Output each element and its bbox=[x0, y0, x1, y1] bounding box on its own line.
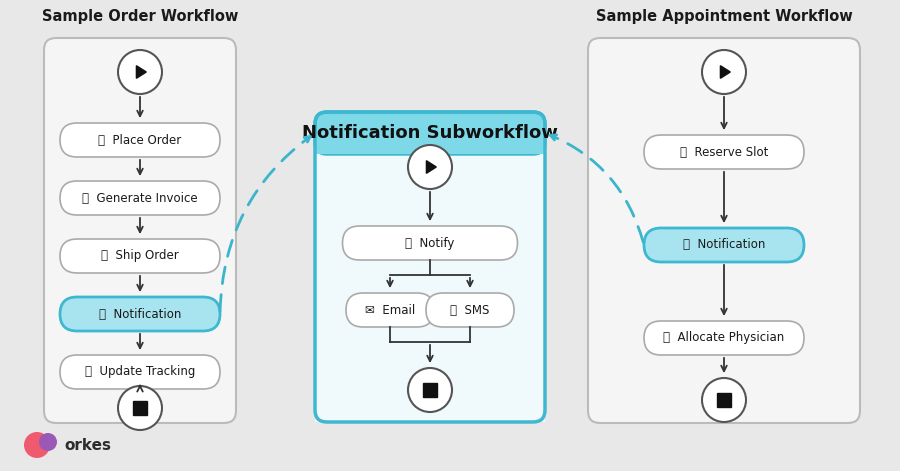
FancyBboxPatch shape bbox=[60, 239, 220, 273]
FancyBboxPatch shape bbox=[588, 38, 860, 423]
Text: 🛒  Place Order: 🛒 Place Order bbox=[98, 133, 182, 146]
FancyBboxPatch shape bbox=[644, 228, 804, 262]
FancyBboxPatch shape bbox=[644, 135, 804, 169]
FancyBboxPatch shape bbox=[346, 293, 434, 327]
Text: Sample Order Workflow: Sample Order Workflow bbox=[41, 9, 239, 24]
Bar bbox=[717, 393, 731, 407]
Text: 🔔  Notify: 🔔 Notify bbox=[405, 236, 454, 250]
Text: Notification Subworkflow: Notification Subworkflow bbox=[302, 124, 558, 142]
FancyBboxPatch shape bbox=[44, 38, 236, 423]
FancyBboxPatch shape bbox=[343, 226, 518, 260]
Circle shape bbox=[408, 145, 452, 189]
FancyBboxPatch shape bbox=[644, 321, 804, 355]
FancyBboxPatch shape bbox=[315, 112, 545, 154]
Text: Sample Appointment Workflow: Sample Appointment Workflow bbox=[596, 9, 852, 24]
Text: 📅  Reserve Slot: 📅 Reserve Slot bbox=[680, 146, 769, 159]
Bar bbox=[133, 401, 147, 415]
FancyBboxPatch shape bbox=[60, 123, 220, 157]
Text: 🔔  Notification: 🔔 Notification bbox=[683, 238, 765, 252]
FancyBboxPatch shape bbox=[60, 297, 220, 331]
Text: 🌐  Update Tracking: 🌐 Update Tracking bbox=[85, 365, 195, 379]
Circle shape bbox=[408, 368, 452, 412]
FancyBboxPatch shape bbox=[60, 181, 220, 215]
Text: 🔔  Notification: 🔔 Notification bbox=[99, 308, 181, 320]
Text: 🔍  Allocate Physician: 🔍 Allocate Physician bbox=[663, 332, 785, 344]
Polygon shape bbox=[137, 65, 147, 78]
Text: 📄  Generate Invoice: 📄 Generate Invoice bbox=[82, 192, 198, 204]
Polygon shape bbox=[427, 161, 436, 173]
Circle shape bbox=[39, 433, 57, 451]
FancyBboxPatch shape bbox=[315, 154, 545, 422]
Text: ✉  Email: ✉ Email bbox=[364, 303, 415, 317]
FancyBboxPatch shape bbox=[60, 355, 220, 389]
Bar bbox=[315, 133, 545, 154]
FancyBboxPatch shape bbox=[426, 293, 514, 327]
Circle shape bbox=[118, 386, 162, 430]
Text: 📱  SMS: 📱 SMS bbox=[450, 303, 490, 317]
Circle shape bbox=[24, 432, 50, 458]
Circle shape bbox=[118, 50, 162, 94]
Polygon shape bbox=[720, 65, 730, 78]
Text: 🛒  Ship Order: 🛒 Ship Order bbox=[101, 250, 179, 262]
Circle shape bbox=[702, 378, 746, 422]
Circle shape bbox=[702, 50, 746, 94]
Text: orkes: orkes bbox=[64, 438, 111, 453]
Bar bbox=[423, 383, 437, 397]
